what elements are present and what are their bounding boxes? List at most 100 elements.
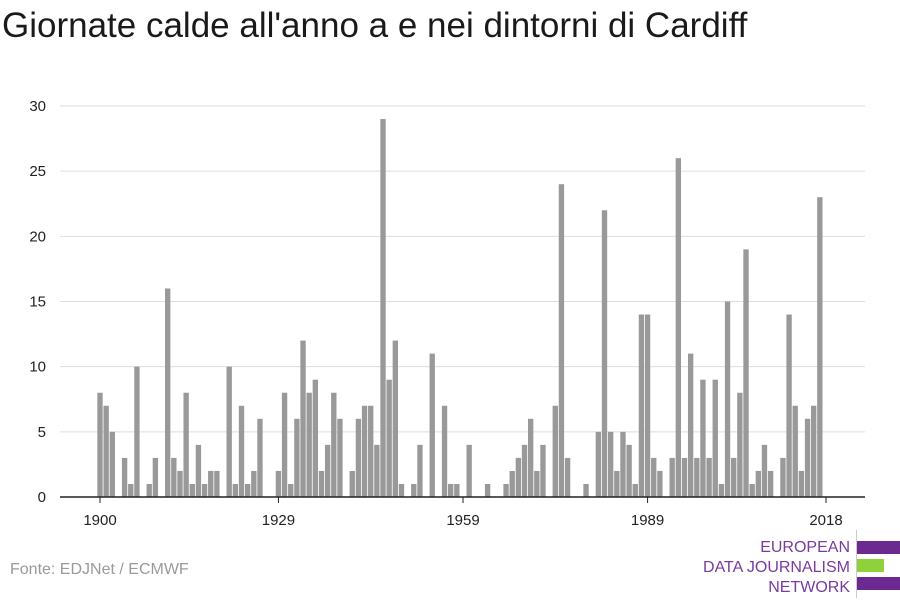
bar [521,444,528,497]
bar [681,457,688,497]
y-axis-tick-labels: 0 5 10 15 20 25 30 [29,98,46,506]
bar [318,470,325,497]
source-note: Fonte: EDJNet / ECMWF [10,561,189,578]
bar [337,418,343,497]
bar [755,470,761,497]
bar [509,470,515,497]
bar [398,483,405,497]
gridlines [60,105,865,433]
bar [780,457,786,497]
edjnet-logo[interactable]: EUROPEAN DATA JOURNALISM NETWORK [700,530,900,598]
bar [355,418,362,497]
bar [786,314,792,497]
bar [171,457,177,497]
bar [257,418,263,497]
bar [718,483,725,497]
bar [232,483,239,497]
x-axis: 1900 1929 1959 1989 2018 [60,496,865,529]
bar [558,184,565,497]
bar [540,444,546,497]
bar [607,431,614,497]
bar [288,483,294,497]
bar [103,405,109,497]
bar [749,483,755,497]
bar [183,392,189,497]
bar [484,483,491,497]
bar [374,444,380,497]
bar [306,392,312,497]
bar [361,405,368,497]
bar [368,405,374,497]
bar [626,444,632,497]
bar [251,470,257,497]
bar [128,483,134,497]
bar [687,353,694,497]
x-tick-label: 1989 [631,512,664,529]
bar [761,444,768,497]
bar [706,457,712,497]
bar [281,392,288,497]
y-tick-label: 5 [38,424,46,441]
bar [214,470,220,497]
bar [411,483,417,497]
bar [767,470,774,497]
bar [515,457,522,497]
logo-text-line-1: EUROPEAN [760,539,850,556]
bar [601,210,608,497]
bar [201,483,208,497]
logo-bar-top [857,541,900,554]
bar [644,314,651,497]
bar [552,405,558,497]
bar [669,457,675,497]
x-tick-label: 1929 [262,512,295,529]
logo-divider [856,530,857,598]
y-tick-label: 0 [38,489,46,506]
x-tick-label: 2018 [809,512,842,529]
chart-title: Giornate calde all'anno a e nei dintorni… [2,6,748,45]
bar [331,392,337,497]
y-tick-label: 25 [29,163,46,180]
bar [534,470,540,497]
logo-bar-middle [857,559,884,572]
bar [798,470,805,497]
bar [312,379,319,497]
bar [651,457,657,497]
bar [620,431,626,497]
bar [324,444,331,497]
bar [380,119,386,497]
bars [97,119,823,498]
bar [712,379,718,497]
bar [134,366,140,497]
logo-bar-bottom [857,577,900,590]
bar [417,444,423,497]
x-tick-label: 1900 [83,512,116,529]
bar [737,392,743,497]
bar [724,301,731,497]
bar [195,444,202,497]
bar [528,418,534,497]
bar [189,483,195,497]
bar [165,288,171,497]
bar [109,431,115,497]
bar [454,483,460,497]
bar [429,353,435,497]
bar [448,483,454,497]
bar [792,405,798,497]
bar [675,158,682,497]
bar [300,340,306,497]
bar [275,470,282,497]
bar [632,483,638,497]
bar [466,444,472,497]
bar [177,470,183,497]
bar [503,483,509,497]
y-tick-label: 15 [29,294,46,311]
bar [208,470,214,497]
bar [349,470,355,497]
bar [583,483,589,497]
bar [811,405,817,497]
bar [392,340,398,497]
y-tick-label: 10 [29,359,46,376]
bar [817,197,823,498]
bar [97,392,103,497]
